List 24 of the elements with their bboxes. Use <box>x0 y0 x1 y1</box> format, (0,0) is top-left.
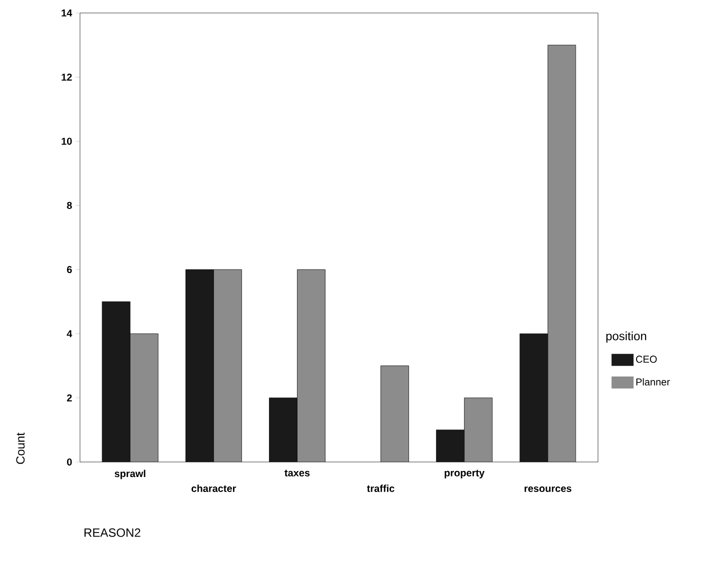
x-tick-label: taxes <box>284 470 310 476</box>
y-tick-label: 0 <box>67 458 72 466</box>
x-tick-label: property <box>444 470 485 478</box>
legend-title: position <box>606 331 646 343</box>
y-tick-label: 4 <box>66 330 72 338</box>
y-tick-label: 14 <box>62 10 72 16</box>
y-tick-label: 2 <box>66 394 72 402</box>
y-tick-label: 8 <box>66 202 72 209</box>
x-tick-label: traffic <box>367 484 394 492</box>
x-axis-title: REASON2 <box>84 528 140 537</box>
y-axis-title: Count <box>16 432 25 464</box>
x-tick-label: resources <box>524 486 572 492</box>
bar <box>185 269 214 462</box>
bar <box>269 398 298 462</box>
x-tick-label: sprawl <box>114 470 146 480</box>
bar <box>102 301 130 462</box>
x-tick-label: character <box>192 484 236 492</box>
bar <box>520 334 548 462</box>
legend-label: Planner <box>636 378 670 386</box>
y-tick-label: 6 <box>67 266 72 274</box>
y-tick-label: 10 <box>62 138 72 145</box>
y-tick-label: 12 <box>62 74 72 81</box>
bar <box>436 430 465 462</box>
legend-label: CEO <box>636 356 657 363</box>
